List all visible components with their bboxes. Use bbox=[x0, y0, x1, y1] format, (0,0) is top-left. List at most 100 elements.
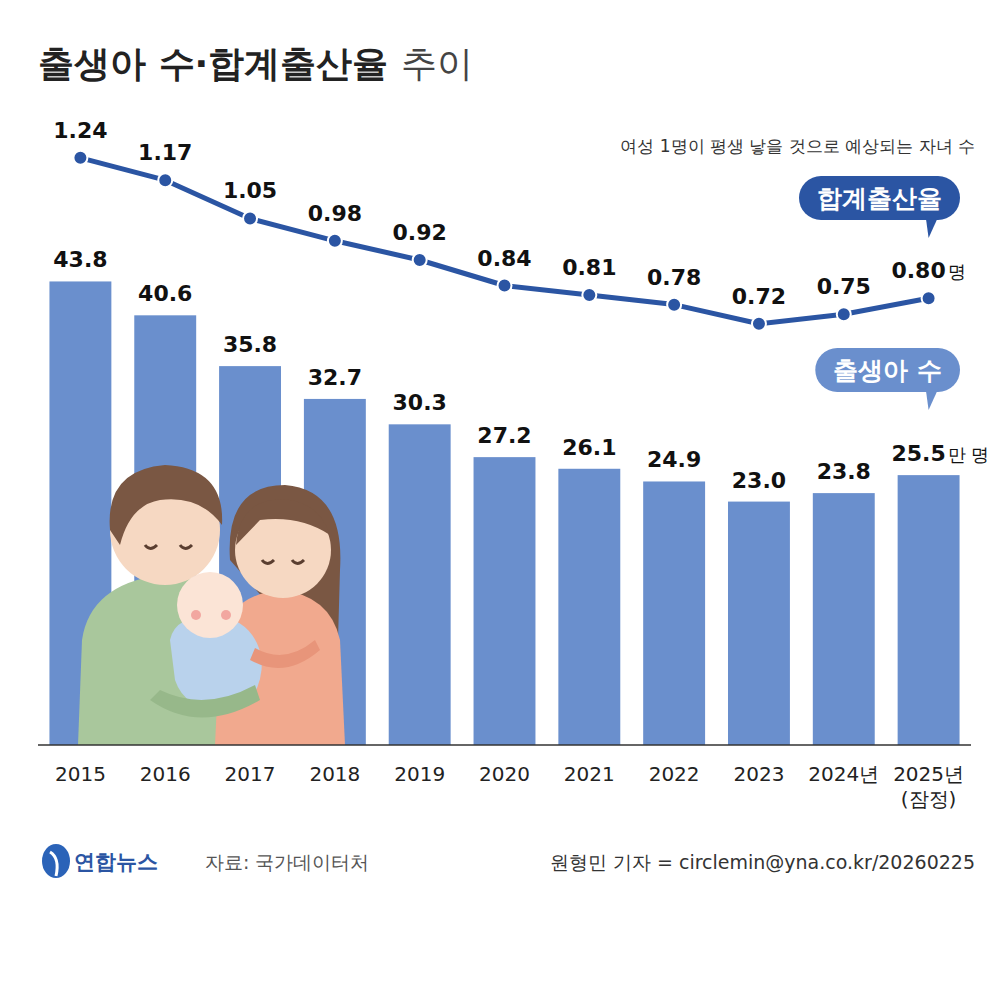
marker bbox=[498, 279, 512, 293]
illustration-shape bbox=[110, 465, 223, 545]
legend-pointer bbox=[926, 216, 939, 238]
data-label: 0.78 bbox=[647, 265, 701, 290]
data-label: 40.6 bbox=[138, 281, 192, 306]
data-label-group: 0.98 bbox=[308, 201, 362, 226]
illustration-shape bbox=[150, 685, 260, 718]
data-label-group: 0.75 bbox=[817, 274, 871, 299]
data-label-group: 23.8 bbox=[817, 459, 871, 484]
logo: 연합뉴스 bbox=[42, 844, 158, 878]
data-label: 23.8 bbox=[817, 459, 871, 484]
bar bbox=[728, 502, 790, 745]
illustration-shape bbox=[177, 572, 243, 638]
data-label: 35.8 bbox=[223, 332, 277, 357]
legend-badge-bg bbox=[815, 348, 960, 392]
marker bbox=[752, 317, 766, 331]
data-label-group: 0.78 bbox=[647, 265, 701, 290]
illustration-shape bbox=[262, 560, 274, 564]
category-label: 2022 bbox=[649, 762, 700, 786]
data-label-group: 0.81 bbox=[562, 255, 616, 280]
data-label-group: 30.3 bbox=[393, 390, 447, 415]
background bbox=[0, 0, 1005, 988]
legend-badge: 출생아 수 bbox=[815, 348, 960, 410]
data-label-group: 0.84 bbox=[477, 246, 531, 271]
title: 출생아 수·합계출산율 추이 bbox=[38, 43, 473, 84]
line bbox=[80, 158, 928, 324]
illustration-shape bbox=[221, 610, 231, 620]
data-label: 1.17 bbox=[138, 140, 192, 165]
category-label: 2023 bbox=[734, 762, 785, 786]
category-label: 2016 bbox=[140, 762, 191, 786]
data-label-group: 1.17 bbox=[138, 140, 192, 165]
data-label: 0.80 bbox=[891, 258, 945, 283]
data-label-group: 43.8 bbox=[53, 247, 107, 272]
bar bbox=[898, 475, 960, 745]
unit-label: 명 bbox=[948, 261, 966, 282]
category-label: 2019 bbox=[394, 762, 445, 786]
data-label-group: 1.05 bbox=[223, 178, 277, 203]
data-label-group: 27.2 bbox=[477, 423, 531, 448]
bar bbox=[558, 469, 620, 745]
data-label-group: 0.92 bbox=[393, 220, 447, 245]
data-label: 24.9 bbox=[647, 447, 701, 472]
source: 자료: 국가데이터처 bbox=[205, 851, 369, 873]
data-label: 30.3 bbox=[393, 390, 447, 415]
category-label: 2017 bbox=[225, 762, 276, 786]
marker bbox=[837, 307, 851, 321]
illustration bbox=[78, 465, 345, 745]
data-label: 1.24 bbox=[53, 118, 107, 143]
labels: 43.8 40.6 35.8 32.7 30.3 27.2 26.1 24.9 23.0 23.8… bbox=[53, 118, 989, 493]
data-label-group: 35.8 bbox=[223, 332, 277, 357]
data-label: 0.81 bbox=[562, 255, 616, 280]
data-label: 0.72 bbox=[732, 284, 786, 309]
category-label: 2020 bbox=[479, 762, 530, 786]
bar bbox=[474, 457, 536, 745]
illustration-shape bbox=[236, 500, 330, 545]
credit: 원형민 기자 = circlemin@yna.co.kr/20260225 bbox=[550, 851, 975, 873]
chart-root: 출생아 수·합계출산율 추이여성 1명이 평생 낳을 것으로 예상되는 자녀 수… bbox=[0, 0, 1005, 988]
category-label: 2015 bbox=[55, 762, 106, 786]
logo-text: 연합뉴스 bbox=[74, 850, 158, 874]
logo-mark bbox=[42, 844, 70, 878]
category-label: 2024년 bbox=[808, 762, 879, 786]
marker bbox=[922, 291, 936, 305]
illustration-shape bbox=[191, 610, 201, 620]
data-label: 32.7 bbox=[308, 365, 362, 390]
data-label-group: 0.80명 bbox=[891, 258, 965, 283]
data-label: 0.75 bbox=[817, 274, 871, 299]
category-label: 2021 bbox=[564, 762, 615, 786]
logo-mark bbox=[50, 852, 57, 876]
data-label-group: 26.1 bbox=[562, 435, 616, 460]
category-label: 2025년(잠정) bbox=[893, 762, 964, 811]
bar bbox=[389, 424, 451, 745]
legend-label: 합계출산율 bbox=[817, 184, 942, 213]
illustration-shape bbox=[250, 640, 320, 668]
data-label-group: 25.5만 명 bbox=[891, 441, 989, 466]
marker bbox=[328, 234, 342, 248]
data-label: 0.98 bbox=[308, 201, 362, 226]
marker bbox=[582, 288, 596, 302]
data-label: 26.1 bbox=[562, 435, 616, 460]
marker bbox=[243, 211, 257, 225]
unit-label: 만 명 bbox=[948, 444, 990, 465]
bar bbox=[643, 481, 705, 745]
data-label-group: 1.24 bbox=[53, 118, 107, 143]
marker bbox=[667, 298, 681, 312]
data-label-group: 24.9 bbox=[647, 447, 701, 472]
marker bbox=[413, 253, 427, 267]
legend-label: 출생아 수 bbox=[833, 356, 942, 385]
data-label: 25.5 bbox=[891, 441, 945, 466]
data-label-group: 32.7 bbox=[308, 365, 362, 390]
category-label: 2018 bbox=[309, 762, 360, 786]
data-label: 0.84 bbox=[477, 246, 531, 271]
data-label: 43.8 bbox=[53, 247, 107, 272]
data-label-group: 23.0 bbox=[732, 468, 786, 493]
data-label: 23.0 bbox=[732, 468, 786, 493]
legend-badge: 합계출산율 bbox=[799, 176, 960, 238]
marker bbox=[158, 173, 172, 187]
data-label: 0.92 bbox=[393, 220, 447, 245]
illustration-shape bbox=[180, 545, 192, 549]
data-label-group: 0.72 bbox=[732, 284, 786, 309]
bar bbox=[813, 493, 875, 745]
illustration-shape bbox=[292, 560, 304, 564]
baseline bbox=[38, 744, 971, 746]
